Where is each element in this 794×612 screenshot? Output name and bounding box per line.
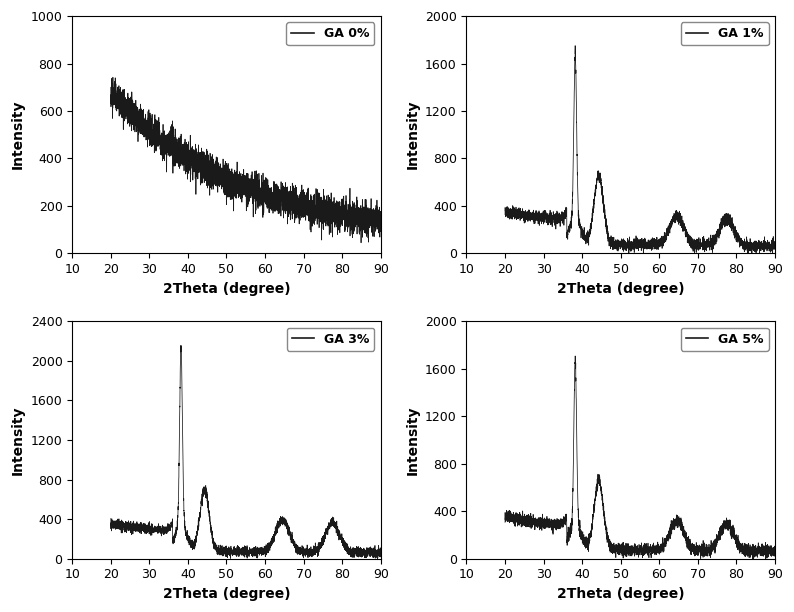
Legend: GA 5%: GA 5% xyxy=(680,327,769,351)
X-axis label: 2Theta (degree): 2Theta (degree) xyxy=(557,587,684,601)
X-axis label: 2Theta (degree): 2Theta (degree) xyxy=(163,282,291,296)
X-axis label: 2Theta (degree): 2Theta (degree) xyxy=(163,587,291,601)
X-axis label: 2Theta (degree): 2Theta (degree) xyxy=(557,282,684,296)
Y-axis label: Intensity: Intensity xyxy=(11,100,25,170)
Legend: GA 3%: GA 3% xyxy=(287,327,375,351)
Y-axis label: Intensity: Intensity xyxy=(405,100,419,170)
Legend: GA 0%: GA 0% xyxy=(287,23,375,45)
Y-axis label: Intensity: Intensity xyxy=(405,405,419,475)
Y-axis label: Intensity: Intensity xyxy=(11,405,25,475)
Legend: GA 1%: GA 1% xyxy=(680,23,769,45)
